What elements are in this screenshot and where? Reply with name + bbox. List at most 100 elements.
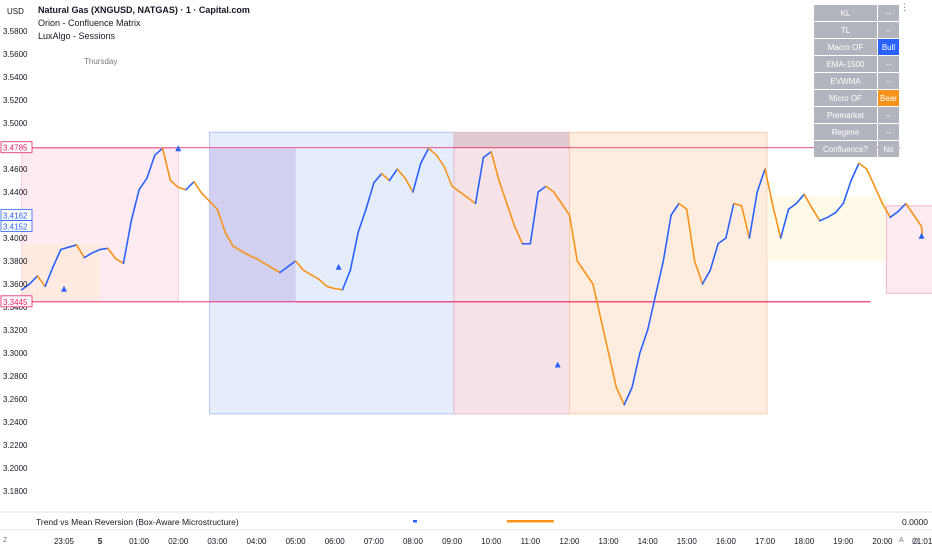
price-segment xyxy=(576,260,586,274)
y-tick-label: 3.5000 xyxy=(3,119,28,128)
price-segment xyxy=(639,329,649,354)
price-segment xyxy=(685,208,696,262)
y-tick-label: 3.3600 xyxy=(3,280,28,289)
price-segment xyxy=(208,200,219,211)
x-tick-label: 11:00 xyxy=(521,537,541,546)
price-segment xyxy=(107,247,117,260)
chart-legend: Natural Gas (XNGUSD, NATGAS) · 1 · Capit… xyxy=(38,4,250,43)
price-segment xyxy=(819,216,829,222)
auto-scale-button[interactable]: A xyxy=(899,537,904,544)
price-segment xyxy=(615,386,626,406)
price-segment xyxy=(28,275,39,285)
signal-marker xyxy=(918,232,925,239)
price-segment xyxy=(279,265,289,274)
session-box xyxy=(21,243,100,302)
price-segment xyxy=(897,202,907,213)
confluence-row: Regime -- xyxy=(814,124,899,140)
price-segment xyxy=(52,248,62,268)
bottom-pane-title[interactable]: Trend vs Mean Reversion (Box-Aware Micro… xyxy=(36,517,239,527)
symbol-title[interactable]: Natural Gas (XNGUSD, NATGAS) · 1 · Capit… xyxy=(38,5,250,15)
price-segment xyxy=(865,168,876,188)
price-segment xyxy=(631,352,641,389)
zoom-button[interactable]: Z xyxy=(3,537,8,544)
confluence-key: EMA-1500 xyxy=(814,56,877,72)
confluence-key: Macro OF xyxy=(814,39,877,55)
price-segment xyxy=(646,294,657,331)
price-segment xyxy=(161,147,172,182)
price-segment xyxy=(357,208,367,234)
more-options-icon[interactable]: ⋮ xyxy=(900,2,909,12)
price-segment xyxy=(545,185,555,193)
price-segment xyxy=(36,275,47,288)
price-segment xyxy=(889,210,899,219)
price-segment xyxy=(380,172,391,182)
confluence-value: No xyxy=(878,141,899,157)
price-segment xyxy=(529,191,539,245)
price-segment xyxy=(552,191,563,205)
price-segment xyxy=(709,242,719,272)
indicator-orion[interactable]: Orion - Confluence Matrix xyxy=(38,18,141,28)
price-segment xyxy=(193,180,203,194)
y-tick-label: 3.3800 xyxy=(3,257,28,266)
price-segment xyxy=(701,269,712,285)
price-segment xyxy=(412,162,422,193)
price-segment xyxy=(373,172,383,184)
confluence-row: Confluence? No xyxy=(814,141,899,157)
price-segment xyxy=(286,260,297,268)
x-tick-label: 02:00 xyxy=(168,537,189,546)
price-segment xyxy=(294,260,305,272)
price-segment xyxy=(834,202,845,214)
x-tick-label: 19:00 xyxy=(833,537,854,546)
price-segment xyxy=(419,147,430,165)
price-segment xyxy=(365,182,375,211)
y-tick-label: 3.4400 xyxy=(3,188,28,197)
price-segment xyxy=(20,283,31,291)
price-segment xyxy=(200,192,211,202)
price-label-box xyxy=(0,220,33,232)
gear-icon[interactable]: ⚙ xyxy=(911,536,920,546)
price-segment xyxy=(83,252,93,259)
signal-marker xyxy=(554,361,561,368)
pane-strip-blue xyxy=(412,520,417,523)
price-segment xyxy=(333,287,344,291)
price-segment xyxy=(459,191,469,199)
confluence-row: TL -- xyxy=(814,22,899,38)
price-segment xyxy=(560,202,571,216)
x-tick-label: 23:05 xyxy=(54,537,75,546)
session-label: Thursday xyxy=(84,57,118,66)
price-segment xyxy=(474,156,485,205)
y-tick-label: 3.3000 xyxy=(3,349,28,358)
price-segment xyxy=(881,202,892,219)
y-tick-label: 3.2800 xyxy=(3,372,28,381)
price-segment xyxy=(44,265,54,288)
y-tick-label: 3.5400 xyxy=(3,73,28,82)
price-segment xyxy=(255,257,266,265)
y-tick-label: 3.1800 xyxy=(3,487,28,496)
price-segment xyxy=(912,214,923,228)
price-segment xyxy=(506,202,516,228)
price-label-box xyxy=(0,141,33,154)
confluence-key: Premarket xyxy=(814,107,877,123)
x-tick-label: 01:00 xyxy=(129,537,150,546)
confluence-value: -- xyxy=(878,56,899,72)
price-segment xyxy=(623,386,633,406)
x-tick-label: 5 xyxy=(98,537,103,546)
price-segment xyxy=(826,211,837,219)
price-segment xyxy=(537,185,547,193)
price-segment xyxy=(670,202,680,216)
y-tick-label: 3.5200 xyxy=(3,96,28,105)
price-segment xyxy=(693,260,704,285)
price-segment xyxy=(748,191,759,239)
y-tick-label: 3.4000 xyxy=(3,234,28,243)
price-segment xyxy=(122,219,133,265)
confluence-value: -- xyxy=(878,73,899,89)
confluence-value: Bear xyxy=(878,90,899,106)
price-segment xyxy=(185,180,195,191)
confluence-matrix-table: KL -- TL -- Macro OF Bull EMA-1500 -- EVWMA -- Mic… xyxy=(813,4,900,158)
price-label: 3.3445 xyxy=(3,298,28,307)
indicator-luxalgo[interactable]: LuxAlgo - Sessions xyxy=(38,31,116,41)
price-segment xyxy=(138,177,148,191)
confluence-row: EMA-1500 -- xyxy=(814,56,899,72)
x-tick-label: 12:00 xyxy=(559,537,580,546)
